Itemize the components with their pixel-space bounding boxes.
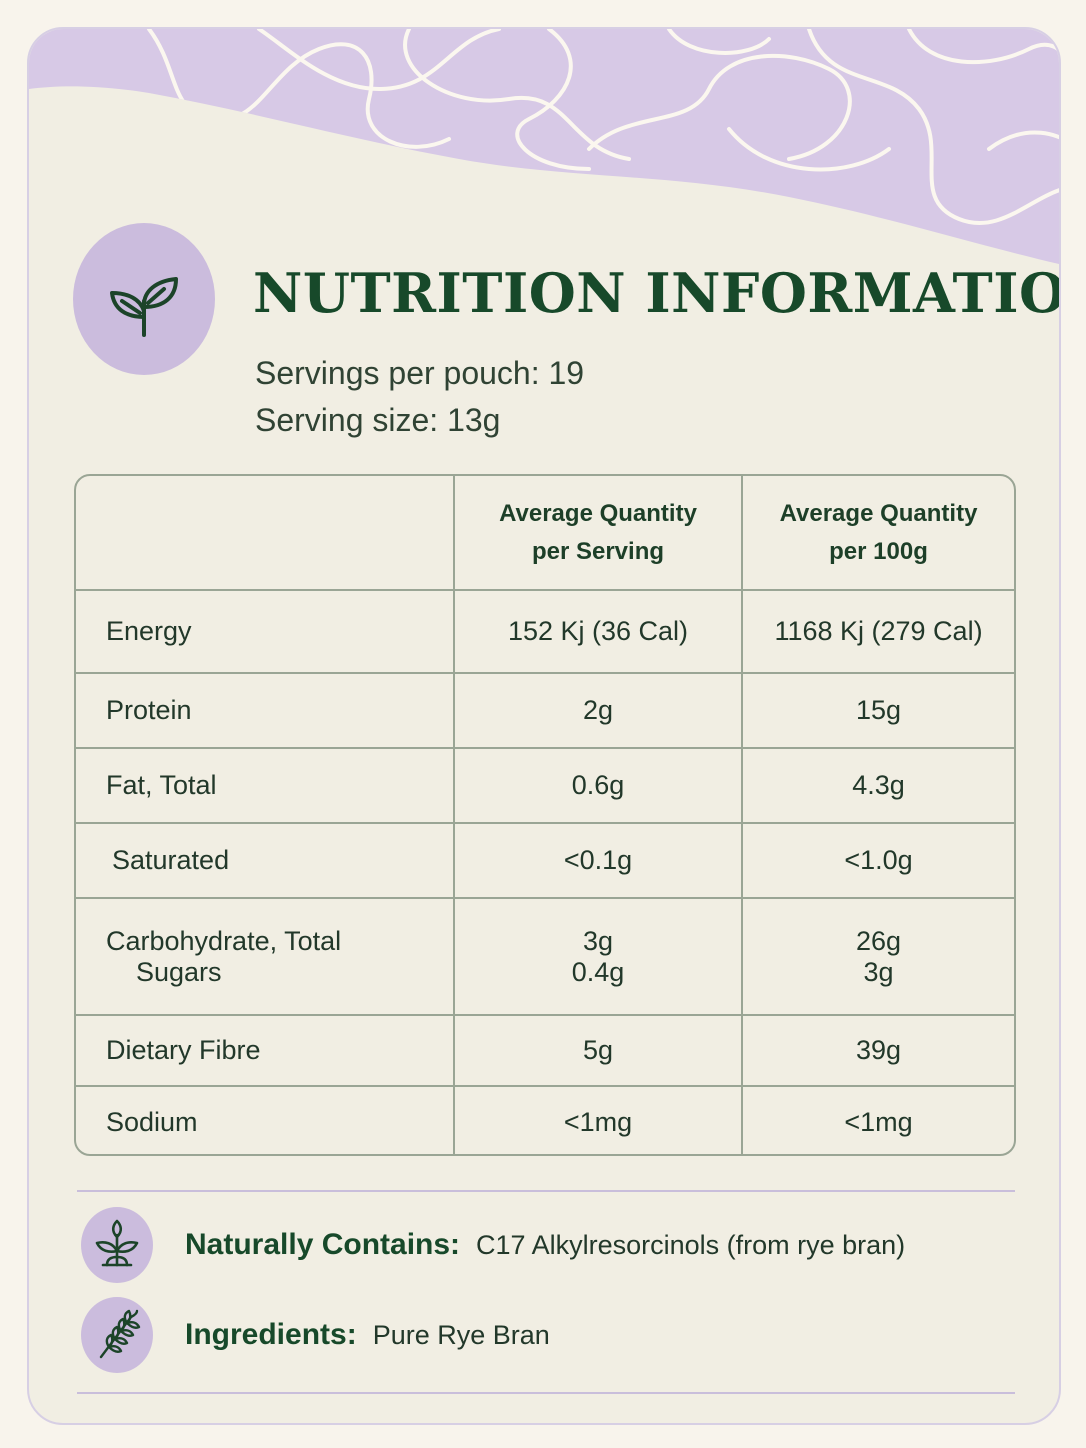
ingredients-label: Ingredients: [185,1318,357,1351]
header-blank [76,476,455,591]
wheat-icon [81,1297,153,1373]
per-serving-value: 0.6g [453,747,743,824]
per-100g-value: 26g 3g [741,897,1014,1016]
table-row: Dietary Fibre 5g 39g [76,1014,1014,1087]
divider [77,1392,1015,1394]
table-row: Fat, Total 0.6g 4.3g [76,747,1014,824]
ingredients-row: Ingredients: Pure Rye Bran [81,1297,550,1373]
per-100g-value: 1168 Kj (279 Cal) [741,589,1014,674]
sugars-label: Sugars [136,956,222,987]
per-100g-value: <1.0g [741,822,1014,899]
carbohydrate-label: Carbohydrate, Total [106,925,342,956]
row-label: Energy [76,589,455,674]
nutrition-card: NUTRITION INFORMATION Servings per pouch… [27,27,1061,1425]
per-100g-value: 15g [741,672,1014,749]
row-label: Sodium [76,1085,455,1154]
wave-decoration [29,29,1059,265]
per-serving-value: 2g [453,672,743,749]
table-row: Energy 152 Kj (36 Cal) 1168 Kj (279 Cal) [76,589,1014,674]
row-label: Dietary Fibre [76,1014,455,1087]
per-100g-value: 39g [741,1014,1014,1087]
naturally-contains-value: C17 Alkylresorcinols (from rye bran) [476,1229,906,1260]
table-row: Saturated <0.1g <1.0g [76,822,1014,899]
title-badge [73,223,215,375]
page-title: NUTRITION INFORMATION [253,261,1061,325]
table-header-row: Average Quantity per Serving Average Qua… [76,476,1014,591]
per-serving-value: <1mg [453,1085,743,1154]
row-label: Carbohydrate, Total Sugars [76,897,455,1016]
per-serving-value: 5g [453,1014,743,1087]
table-row: Protein 2g 15g [76,672,1014,749]
per-serving-value: 152 Kj (36 Cal) [453,589,743,674]
table-row: Carbohydrate, Total Sugars 3g 0.4g 26g 3… [76,897,1014,1016]
naturally-contains-label: Naturally Contains: [185,1228,461,1261]
nutrition-table: Average Quantity per Serving Average Qua… [74,474,1016,1156]
per-serving-value: <0.1g [453,822,743,899]
per-serving-value: 3g 0.4g [453,897,743,1016]
servings-per-pouch: Servings per pouch: 19 [255,355,585,391]
plant-sprout-icon [81,1207,153,1283]
row-label: Protein [76,672,455,749]
row-label: Fat, Total [76,747,455,824]
serving-size: Serving size: 13g [255,402,501,438]
row-label: Saturated [76,822,455,899]
header-per-serving: Average Quantity per Serving [453,476,743,591]
leaf-sprout-icon [110,277,178,337]
per-100g-value: 4.3g [741,747,1014,824]
divider [77,1190,1015,1192]
naturally-contains-row: Naturally Contains: C17 Alkylresorcinols… [81,1207,905,1283]
ingredients-value: Pure Rye Bran [372,1319,550,1350]
per-100g-value: <1mg [741,1085,1014,1154]
header-per-100g: Average Quantity per 100g [741,476,1014,591]
table-row: Sodium <1mg <1mg [76,1085,1014,1154]
